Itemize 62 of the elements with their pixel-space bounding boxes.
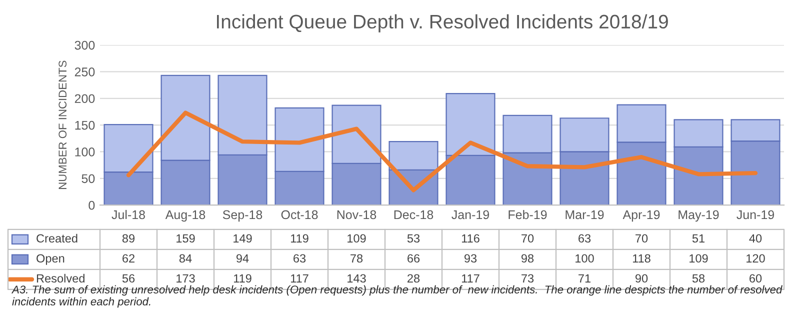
data-label: 63 bbox=[294, 254, 306, 263]
data-label: 84 bbox=[179, 254, 192, 263]
data-label: 93 bbox=[464, 254, 477, 263]
y-tick-label: 300 bbox=[74, 40, 95, 50]
legend-label: Resolved bbox=[36, 274, 84, 283]
y-axis-title: NUMBER OF INCIDENTS bbox=[58, 60, 67, 189]
data-label: 117 bbox=[462, 274, 480, 282]
data-label: 73 bbox=[522, 274, 534, 283]
data-label: 100 bbox=[576, 254, 594, 263]
y-tick-label: 200 bbox=[74, 94, 95, 104]
data-label: 98 bbox=[521, 254, 534, 263]
data-label: 71 bbox=[578, 274, 590, 282]
data-label: 40 bbox=[749, 234, 762, 243]
data-label: 70 bbox=[636, 234, 648, 243]
y-tick-label: 250 bbox=[74, 68, 95, 76]
x-tick-label: Apr-19 bbox=[622, 210, 660, 222]
data-label: 109 bbox=[348, 234, 366, 243]
x-tick-label: Jan-19 bbox=[452, 210, 490, 220]
data-label: 94 bbox=[236, 254, 249, 263]
x-tick-label: Dec-18 bbox=[394, 210, 434, 220]
legend-label: Open bbox=[36, 254, 64, 265]
data-label: 149 bbox=[234, 234, 252, 243]
x-tick-label: Sep-18 bbox=[222, 210, 262, 222]
data-label: 78 bbox=[350, 254, 363, 263]
y-tick-label: 150 bbox=[75, 120, 95, 130]
y-tick-label: 100 bbox=[75, 148, 95, 156]
x-tick-label: Jul-18 bbox=[112, 210, 145, 220]
data-label: 66 bbox=[408, 254, 420, 263]
x-tick-label: May-19 bbox=[678, 210, 719, 222]
data-label: 117 bbox=[290, 274, 308, 282]
chart-title: Incident Queue Depth v. Resolved Incidents 2018/19 bbox=[216, 14, 668, 32]
x-tick-label: Aug-18 bbox=[165, 210, 206, 222]
y-tick-label: 0 bbox=[88, 200, 95, 210]
x-tick-label: Mar-19 bbox=[566, 210, 604, 220]
data-label: 60 bbox=[750, 274, 762, 283]
data-label: 119 bbox=[290, 234, 308, 243]
data-label: 159 bbox=[176, 234, 195, 243]
data-label: 58 bbox=[692, 274, 705, 283]
data-label: 173 bbox=[176, 274, 195, 283]
data-label: 28 bbox=[408, 274, 420, 283]
x-tick-label: Jun-19 bbox=[736, 210, 774, 220]
data-label: 70 bbox=[522, 234, 534, 243]
x-tick-label: Nov-18 bbox=[337, 210, 376, 220]
data-label: 51 bbox=[692, 234, 704, 243]
data-label: 63 bbox=[578, 234, 591, 243]
data-label: 62 bbox=[122, 254, 134, 263]
text: A3. The sum of existing unresolved help desk incidents (Open requests) plus the number of new incidents. The orange line despicts the number of resolved incidents within each period. bbox=[11, 285, 782, 308]
x-tick-label: Oct-18 bbox=[281, 210, 318, 220]
data-label: 116 bbox=[462, 234, 480, 243]
line-series bbox=[126, 110, 758, 192]
data-label: 109 bbox=[690, 254, 708, 263]
data-label: 89 bbox=[122, 234, 135, 243]
data-label: 143 bbox=[348, 274, 366, 283]
data-label: 120 bbox=[746, 254, 765, 263]
data-label: 119 bbox=[234, 274, 252, 283]
data-label: 53 bbox=[407, 234, 420, 243]
data-label: 90 bbox=[635, 274, 648, 283]
legend-label: Created bbox=[36, 234, 78, 243]
data-label: 118 bbox=[632, 254, 650, 263]
y-tick-label: 50 bbox=[82, 174, 95, 184]
x-tick-label: Feb-19 bbox=[508, 210, 547, 220]
data-label: 56 bbox=[122, 274, 135, 283]
